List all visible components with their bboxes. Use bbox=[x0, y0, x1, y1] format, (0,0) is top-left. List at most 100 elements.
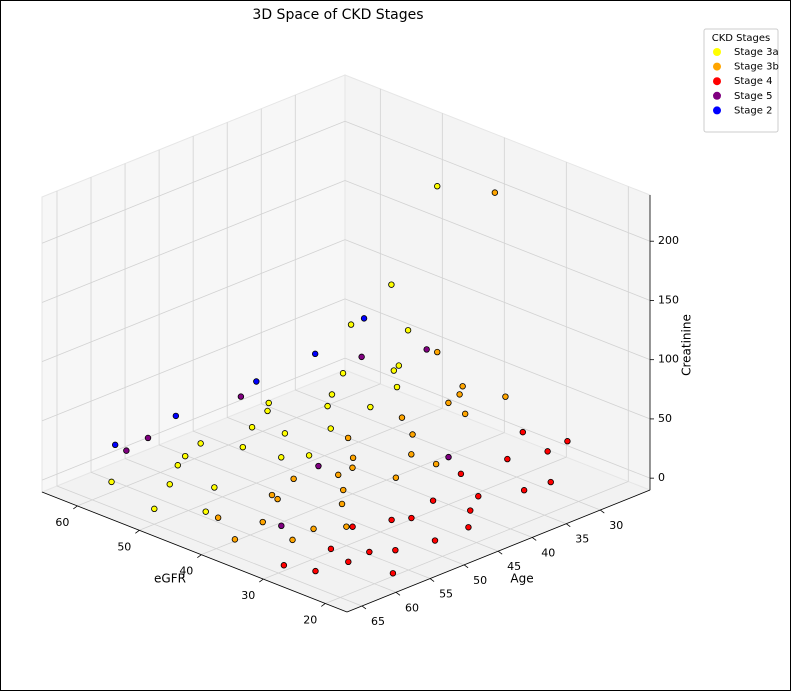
data-point bbox=[544, 448, 551, 455]
data-point bbox=[211, 484, 218, 491]
legend-label: Stage 3a bbox=[734, 47, 779, 58]
data-point bbox=[339, 370, 347, 377]
data-point bbox=[388, 516, 395, 524]
z-grid-line bbox=[41, 239, 346, 363]
data-point bbox=[328, 391, 336, 398]
z-grid-line bbox=[41, 180, 346, 303]
z-tick-label: 200 bbox=[658, 234, 679, 247]
data-point bbox=[459, 383, 466, 390]
y-tick-mark bbox=[531, 537, 537, 541]
data-point bbox=[144, 434, 152, 442]
data-point bbox=[445, 453, 452, 461]
z-grid-line bbox=[41, 120, 346, 244]
data-point bbox=[398, 414, 406, 421]
y-tick-mark bbox=[497, 550, 503, 555]
data-point bbox=[392, 546, 399, 554]
y-tick-label: 30 bbox=[609, 519, 623, 532]
data-point bbox=[408, 514, 415, 522]
data-point bbox=[335, 471, 342, 479]
legend-label: Stage 3b bbox=[734, 62, 779, 73]
data-point bbox=[265, 399, 272, 407]
data-point bbox=[202, 508, 209, 515]
data-point bbox=[280, 562, 288, 569]
data-point bbox=[504, 455, 511, 463]
data-point bbox=[502, 393, 509, 400]
x-tick-mark bbox=[197, 554, 202, 559]
z-grid-line bbox=[41, 298, 346, 422]
z-grid-line bbox=[344, 120, 651, 242]
data-point bbox=[151, 505, 158, 513]
data-point bbox=[347, 321, 355, 328]
legend-label: Stage 4 bbox=[734, 76, 772, 87]
x-tick-mark bbox=[259, 578, 264, 583]
data-point bbox=[340, 486, 347, 494]
data-point bbox=[310, 525, 317, 533]
z-grid-line bbox=[344, 298, 651, 420]
data-point bbox=[395, 362, 403, 369]
y-grid-line bbox=[90, 471, 397, 593]
data-point bbox=[389, 570, 397, 577]
data-point bbox=[231, 536, 239, 543]
y-grid-line bbox=[227, 417, 533, 538]
axis-line bbox=[346, 489, 651, 613]
legend-label: Stage 5 bbox=[734, 91, 772, 102]
axis-line bbox=[41, 491, 348, 613]
y-grid-line bbox=[295, 389, 601, 511]
data-point bbox=[434, 348, 441, 356]
data-point bbox=[431, 537, 439, 544]
data-point bbox=[248, 424, 256, 431]
data-point bbox=[278, 522, 285, 530]
data-point bbox=[457, 470, 465, 478]
data-point bbox=[239, 443, 247, 451]
data-point bbox=[491, 189, 499, 196]
data-point bbox=[197, 440, 204, 447]
data-point bbox=[214, 514, 222, 521]
x-tick-label: 30 bbox=[241, 589, 255, 602]
y-tick-label: 45 bbox=[507, 560, 521, 573]
data-point bbox=[388, 281, 395, 288]
data-point bbox=[349, 454, 357, 462]
data-point bbox=[259, 518, 266, 526]
data-point bbox=[360, 315, 368, 322]
y-tick-label: 50 bbox=[473, 574, 487, 587]
z-tick-label: 150 bbox=[658, 293, 679, 306]
data-point bbox=[349, 464, 356, 471]
z-tick-label: 100 bbox=[658, 353, 679, 366]
y-tick-mark bbox=[429, 578, 435, 582]
y-tick-label: 65 bbox=[371, 615, 385, 628]
data-point bbox=[456, 391, 463, 398]
data-point bbox=[520, 487, 528, 494]
data-point bbox=[182, 452, 189, 460]
data-point bbox=[366, 548, 373, 556]
data-point bbox=[432, 460, 440, 468]
data-point bbox=[268, 491, 276, 499]
data-point bbox=[475, 493, 482, 500]
data-point bbox=[315, 462, 322, 470]
data-point bbox=[344, 434, 352, 442]
data-point bbox=[253, 378, 260, 385]
z-grid-line bbox=[344, 239, 651, 361]
data-point bbox=[343, 523, 350, 530]
y-tick-label: 60 bbox=[405, 601, 419, 614]
y-tick-mark bbox=[600, 509, 605, 514]
data-point bbox=[278, 454, 285, 461]
data-point bbox=[409, 431, 416, 438]
data-point bbox=[345, 558, 352, 566]
data-point bbox=[338, 500, 346, 508]
x-tick-label: 20 bbox=[303, 613, 317, 626]
data-point bbox=[237, 393, 245, 400]
y-grid-line bbox=[261, 403, 567, 525]
legend-title: CKD Stages bbox=[712, 33, 771, 44]
data-point bbox=[108, 478, 115, 486]
data-point bbox=[408, 451, 415, 458]
data-point bbox=[281, 430, 289, 437]
z-tick-label: 0 bbox=[658, 471, 665, 484]
y-tick-label: 40 bbox=[541, 546, 555, 559]
y-tick-mark bbox=[361, 605, 367, 610]
data-point bbox=[434, 183, 441, 190]
x-tick-label: 40 bbox=[179, 565, 193, 578]
data-point bbox=[393, 383, 401, 391]
x-tick-label: 50 bbox=[117, 540, 131, 553]
data-point bbox=[445, 399, 452, 407]
